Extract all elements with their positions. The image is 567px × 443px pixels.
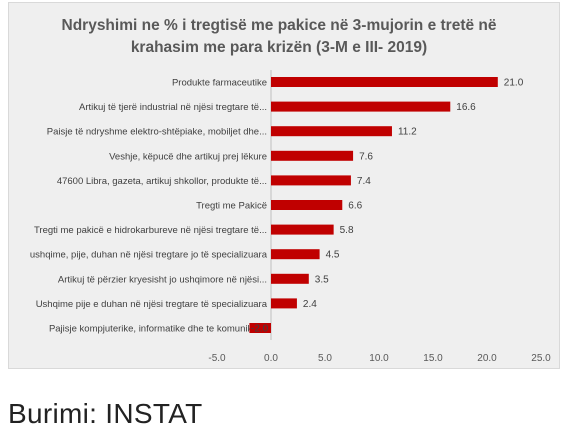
data-label: -2.0	[251, 324, 269, 335]
bar-chart: Ndryshimi ne % i tregtisë me pakice në 3…	[30, 17, 551, 364]
bar	[249, 323, 271, 333]
bar	[271, 150, 354, 161]
category-label: Artikuj të tjerë industrial në njësi tre…	[79, 102, 267, 113]
plot-area: Produkte farmaceutike 21.0 Artikuj të tjer…	[30, 70, 551, 364]
x-tick-label: 20.0	[477, 353, 497, 364]
category-label: Tregti me Pakicë	[196, 201, 267, 212]
bar	[271, 249, 320, 260]
category-label: Ushqime pije e duhan në njësi tregtare t…	[36, 299, 268, 310]
chart-panel: Ndryshimi ne % i tregtisë me pakice në 3…	[8, 2, 560, 369]
data-label: 7.6	[359, 151, 373, 162]
category-label: Tregti me pakicë e hidrokarbureve në një…	[34, 225, 267, 236]
bar	[271, 200, 343, 210]
bar	[271, 224, 334, 235]
data-label: 21.0	[504, 78, 524, 89]
x-tick-label: 10.0	[369, 353, 389, 364]
chart-title-line-1: Ndryshimi ne % i tregtisë me pakice në 3…	[62, 17, 497, 34]
data-label: 5.8	[340, 225, 354, 236]
category-label: Produkte farmaceutike	[172, 78, 267, 89]
data-label: 3.5	[315, 274, 329, 285]
category-label: Veshje, këpucë dhe artikuj prej lëkure	[109, 151, 267, 162]
category-label: 47600 Libra, gazeta, artikuj shkollor, p…	[57, 176, 267, 187]
bar	[271, 273, 309, 284]
data-label: 6.6	[348, 201, 362, 212]
x-tick-label: 25.0	[531, 353, 551, 364]
x-tick-label: 0.0	[264, 353, 278, 364]
bar	[271, 175, 351, 186]
data-label: 7.4	[357, 176, 371, 187]
category-label: Artikuj të përzier kryesisht jo ushqimor…	[58, 274, 267, 285]
bar	[271, 77, 498, 87]
bar	[271, 101, 451, 112]
x-tick-label: 15.0	[423, 353, 443, 364]
chart-title-line-2: krahasim me para krizën (3-M e III- 2019…	[131, 39, 427, 56]
category-label: ushqime, pije, duhan në njësi tregtare j…	[30, 250, 268, 261]
category-label: Paisje të ndryshme elektro-shtëpiake, mo…	[47, 127, 267, 138]
x-tick-label: -5.0	[208, 353, 226, 364]
x-tick-label: 5.0	[318, 353, 332, 364]
data-label: 11.2	[398, 127, 417, 138]
source-note: Burimi: INSTAT	[8, 398, 203, 429]
data-label: 4.5	[326, 250, 340, 261]
category-label: Pajisje kompjuterike, informatike dhe te…	[49, 324, 267, 335]
bar	[271, 298, 297, 309]
data-label: 16.6	[456, 102, 476, 113]
bar	[271, 126, 392, 137]
data-label: 2.4	[303, 299, 317, 310]
